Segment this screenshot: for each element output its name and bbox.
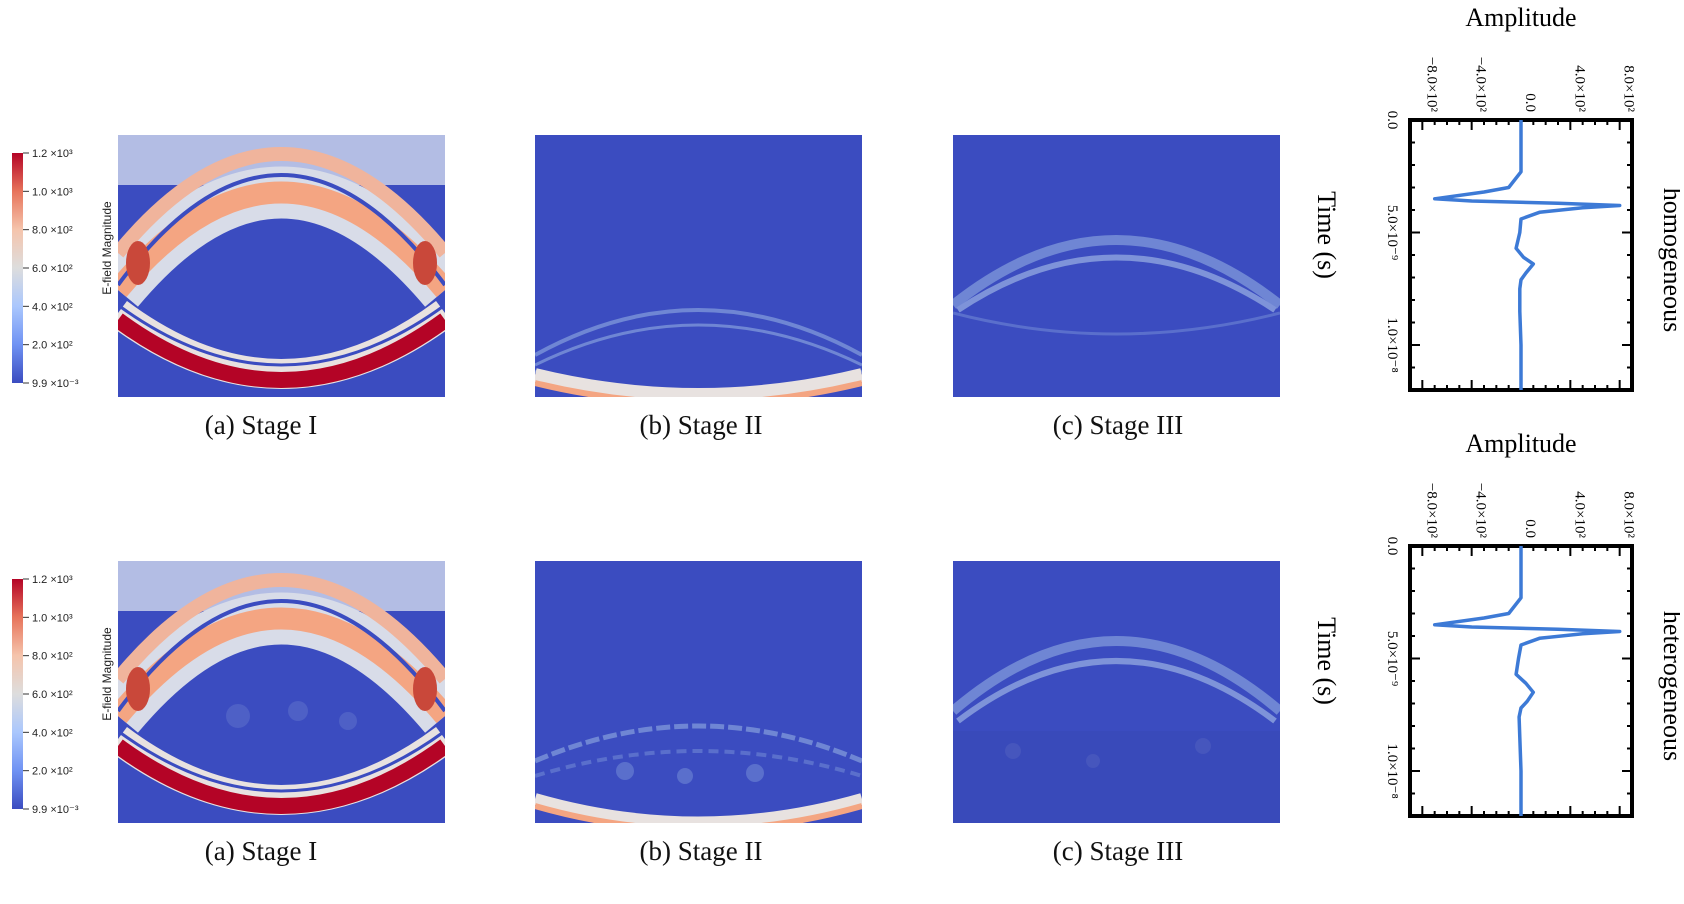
x-tick-label: −4.0×10² xyxy=(1473,483,1489,539)
field-image-stage-1 xyxy=(118,135,445,397)
colorbar: 1.2 ×10³ 1.0 ×10³ 8.0 ×10² 6.0 ×10² 4.0 ×10²… xyxy=(10,574,115,834)
field-panel-stage-1 xyxy=(118,561,445,823)
trace-svg: Amplitude −8.0×10² −4.0×10² 0.0 4.0×10² 8.0×1… xyxy=(1312,3,1680,392)
field-image-stage-3 xyxy=(953,135,1280,397)
colorbar-tick-label: 4.0 ×10² xyxy=(32,727,73,739)
colorbar-tick-label: 6.0 ×10² xyxy=(32,689,73,701)
x-tick-label: 8.0×10² xyxy=(1621,491,1637,538)
colorbar-tick-label: 1.0 ×10³ xyxy=(32,186,73,198)
trace-side-label: heterogeneous xyxy=(1658,611,1680,761)
x-tick-label: 4.0×10² xyxy=(1571,65,1587,112)
field-panel-stage-2 xyxy=(535,561,862,823)
y-tick-label: 1.0×10⁻⁸ xyxy=(1384,743,1400,798)
y-tick-label: 0.0 xyxy=(1384,111,1400,130)
trace-svg: Amplitude −8.0×10² −4.0×10² 0.0 4.0×10² 8.0×1… xyxy=(1312,429,1680,818)
y-tick-label: 5.0×10⁻⁹ xyxy=(1384,205,1400,260)
row-homogeneous: 1.2 ×10³ 1.0 ×10³ 8.0 ×10² 6.0 ×10² 4.0 ×10²… xyxy=(10,0,1680,440)
amplitude-axis-label: Amplitude xyxy=(1465,3,1576,32)
caption-stage-3: (c) Stage III xyxy=(1052,836,1184,866)
caption-stage-1: (a) Stage I xyxy=(204,836,318,866)
colorbar-tick-label: 8.0 ×10² xyxy=(32,225,73,237)
colorbar-tick-label: 1.0 ×10³ xyxy=(32,612,73,624)
caption-stage-1: (a) Stage I xyxy=(204,410,318,440)
trace-side-label: homogeneous xyxy=(1658,188,1680,332)
colorbar-gradient xyxy=(12,153,23,383)
y-tick-label: 1.0×10⁻⁸ xyxy=(1384,317,1400,372)
x-tick-label: 4.0×10² xyxy=(1571,491,1587,538)
colorbar-tick-label: 1.2 ×10³ xyxy=(32,574,73,586)
trace-line xyxy=(1432,120,1622,390)
colorbar-gradient xyxy=(12,579,23,809)
x-tick-label: 0.0 xyxy=(1522,93,1538,112)
x-tick-label: −8.0×10² xyxy=(1423,483,1439,539)
caption-stage-3: (c) Stage III xyxy=(1052,410,1184,440)
field-image-stage-2 xyxy=(535,561,862,823)
x-tick-label: 0.0 xyxy=(1522,519,1538,538)
x-tick-label: −4.0×10² xyxy=(1473,57,1489,113)
x-tick-label: 8.0×10² xyxy=(1621,65,1637,112)
field-panel-stage-1 xyxy=(118,135,445,397)
colorbar-tick-label: 9.9 ×10⁻³ xyxy=(32,804,79,816)
colorbar-tick-label: 1.2 ×10³ xyxy=(32,148,73,160)
field-image-stage-3 xyxy=(953,561,1280,823)
colorbar-tick-label: 2.0 ×10² xyxy=(32,340,73,352)
field-panel-stage-3 xyxy=(953,135,1280,397)
colorbar-tick-label: 2.0 ×10² xyxy=(32,766,73,778)
row-heterogeneous: 1.2 ×10³ 1.0 ×10³ 8.0 ×10² 6.0 ×10² 4.0 ×10²… xyxy=(0,426,1684,878)
time-axis-label: Time (s) xyxy=(1312,191,1341,279)
field-image-stage-1 xyxy=(118,561,445,823)
x-tick-label: −8.0×10² xyxy=(1423,57,1439,113)
field-image-stage-2 xyxy=(535,135,862,397)
colorbar-svg: 1.2 ×10³ 1.0 ×10³ 8.0 ×10² 6.0 ×10² 4.0 ×10²… xyxy=(12,574,114,816)
colorbar-tick-label: 6.0 ×10² xyxy=(32,263,73,275)
trace-plot-heterogeneous: Amplitude −8.0×10² −4.0×10² 0.0 4.0×10² 8.0×1… xyxy=(1290,426,1680,856)
time-axis-label: Time (s) xyxy=(1312,617,1341,705)
caption-stage-2: (b) Stage II xyxy=(639,410,763,440)
trace-line xyxy=(1432,546,1622,816)
colorbar-tick-label: 4.0 ×10² xyxy=(32,301,73,313)
colorbar: 1.2 ×10³ 1.0 ×10³ 8.0 ×10² 6.0 ×10² 4.0 ×10²… xyxy=(10,148,115,408)
colorbar-svg: 1.2 ×10³ 1.0 ×10³ 8.0 ×10² 6.0 ×10² 4.0 ×10²… xyxy=(12,148,114,390)
amplitude-axis-label: Amplitude xyxy=(1465,429,1576,458)
y-tick-label: 0.0 xyxy=(1384,537,1400,556)
field-panel-stage-2 xyxy=(535,135,862,397)
colorbar-tick-label: 8.0 ×10² xyxy=(32,651,73,663)
trace-plot-homogeneous: Amplitude −8.0×10² −4.0×10² 0.0 4.0×10² 8.0×1… xyxy=(1290,0,1680,430)
colorbar-tick-label: 9.9 ×10⁻³ xyxy=(32,378,79,390)
y-tick-label: 5.0×10⁻⁹ xyxy=(1384,631,1400,686)
field-panel-stage-3 xyxy=(953,561,1280,823)
caption-stage-2: (b) Stage II xyxy=(639,836,763,866)
colorbar-title: E-field Magnitude xyxy=(100,201,114,295)
colorbar-title: E-field Magnitude xyxy=(100,627,114,721)
